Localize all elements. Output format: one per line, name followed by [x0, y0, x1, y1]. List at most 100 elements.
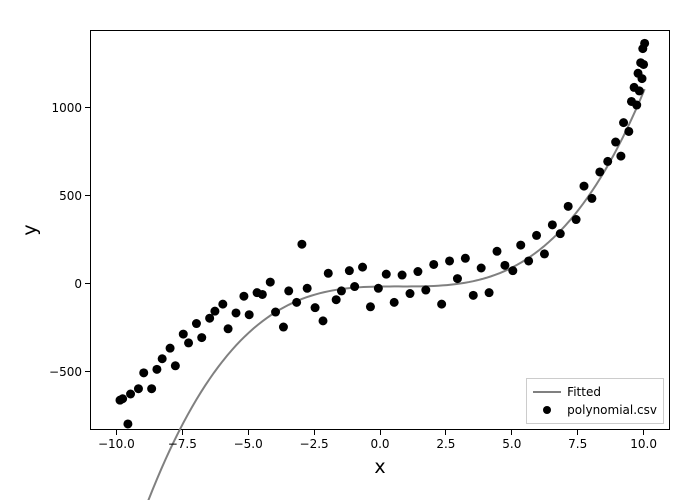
legend-item-scatter: polynomial.csv [533, 401, 657, 419]
y-axis-label: y [19, 224, 41, 235]
scatter-point [632, 101, 641, 110]
scatter-point [358, 263, 367, 272]
legend-label: polynomial.csv [567, 403, 657, 417]
scatter-point [540, 249, 549, 258]
x-tick-label: 10.0 [630, 437, 657, 451]
scatter-point [603, 157, 612, 166]
scatter-point [595, 167, 604, 176]
x-tick-label: 0.0 [370, 437, 389, 451]
x-tick [643, 430, 644, 435]
legend-line-icon [533, 391, 561, 393]
scatter-point [266, 278, 275, 287]
scatter-point [611, 138, 620, 147]
scatter-point [469, 291, 478, 300]
scatter-point [421, 286, 430, 295]
scatter-point [292, 298, 301, 307]
scatter-point [184, 338, 193, 347]
scatter-point [139, 368, 148, 377]
plot-area [90, 30, 670, 430]
x-tick-label: −10.0 [98, 437, 135, 451]
x-tick [380, 430, 381, 435]
y-tick [85, 195, 90, 196]
scatter-point [616, 152, 625, 161]
scatter-point [118, 394, 127, 403]
scatter-point [624, 127, 633, 136]
scatter-point [271, 308, 280, 317]
scatter-point [179, 330, 188, 339]
scatter-point [224, 324, 233, 333]
scatter-point [197, 333, 206, 342]
legend-dot-icon [533, 406, 561, 414]
x-tick-label: −2.5 [300, 437, 329, 451]
scatter-point [413, 267, 422, 276]
scatter-point [350, 282, 359, 291]
y-tick [85, 107, 90, 108]
x-tick-label: 7.5 [568, 437, 587, 451]
legend-label: Fitted [567, 385, 601, 399]
x-tick [445, 430, 446, 435]
x-tick-label: −7.5 [168, 437, 197, 451]
scatter-point [332, 295, 341, 304]
scatter-point [232, 308, 241, 317]
scatter-point [297, 240, 306, 249]
scatter-point [319, 316, 328, 325]
y-tick-label: 0 [74, 277, 82, 291]
scatter-point [192, 319, 201, 328]
legend-item-fitted: Fitted [533, 383, 657, 401]
x-tick [248, 430, 249, 435]
scatter-point [556, 229, 565, 238]
scatter-point [158, 354, 167, 363]
scatter-point [461, 254, 470, 263]
scatter-point [166, 344, 175, 353]
x-tick [314, 430, 315, 435]
scatter-point [477, 264, 486, 273]
scatter-point [635, 86, 644, 95]
x-tick [116, 430, 117, 435]
scatter-point [126, 390, 135, 399]
scatter-point [303, 284, 312, 293]
scatter-point [382, 270, 391, 279]
scatter-point [580, 182, 589, 191]
scatter-point [245, 310, 254, 319]
scatter-point [548, 220, 557, 229]
scatter-point [147, 384, 156, 393]
scatter-point [398, 271, 407, 280]
scatter-point [572, 215, 581, 224]
y-tick-label: −500 [49, 365, 82, 379]
x-axis-label: x [374, 456, 385, 478]
scatter-point [324, 269, 333, 278]
x-tick-label: 2.5 [436, 437, 455, 451]
scatter-point [429, 260, 438, 269]
scatter-point [337, 286, 346, 295]
scatter-point [587, 194, 596, 203]
y-tick [85, 371, 90, 372]
scatter-point [638, 74, 647, 83]
scatter-point [532, 231, 541, 240]
scatter-point [485, 288, 494, 297]
scatter-point [508, 266, 517, 275]
x-tick [182, 430, 183, 435]
y-tick-label: 1000 [51, 101, 82, 115]
legend: Fitted polynomial.csv [526, 378, 664, 424]
scatter-point [406, 289, 415, 298]
scatter-point [564, 202, 573, 211]
scatter-point [210, 307, 219, 316]
x-tick [511, 430, 512, 435]
scatter-point [345, 266, 354, 275]
x-tick-label: −5.0 [234, 437, 263, 451]
scatter-point [152, 365, 161, 374]
scatter-point [639, 60, 648, 69]
scatter-point [493, 247, 502, 256]
scatter-point [453, 274, 462, 283]
scatter-point [284, 286, 293, 295]
x-tick [577, 430, 578, 435]
scatter-point [500, 261, 509, 270]
figure: y x Fitted polynomial.csv −10.0 −7.5 −5.0 −… [0, 0, 700, 500]
scatter-point [171, 361, 180, 370]
y-tick [85, 283, 90, 284]
plot-svg [91, 31, 671, 431]
x-tick-label: 5.0 [502, 437, 521, 451]
scatter-point [218, 300, 227, 309]
scatter-point [134, 384, 143, 393]
scatter-point [437, 300, 446, 309]
